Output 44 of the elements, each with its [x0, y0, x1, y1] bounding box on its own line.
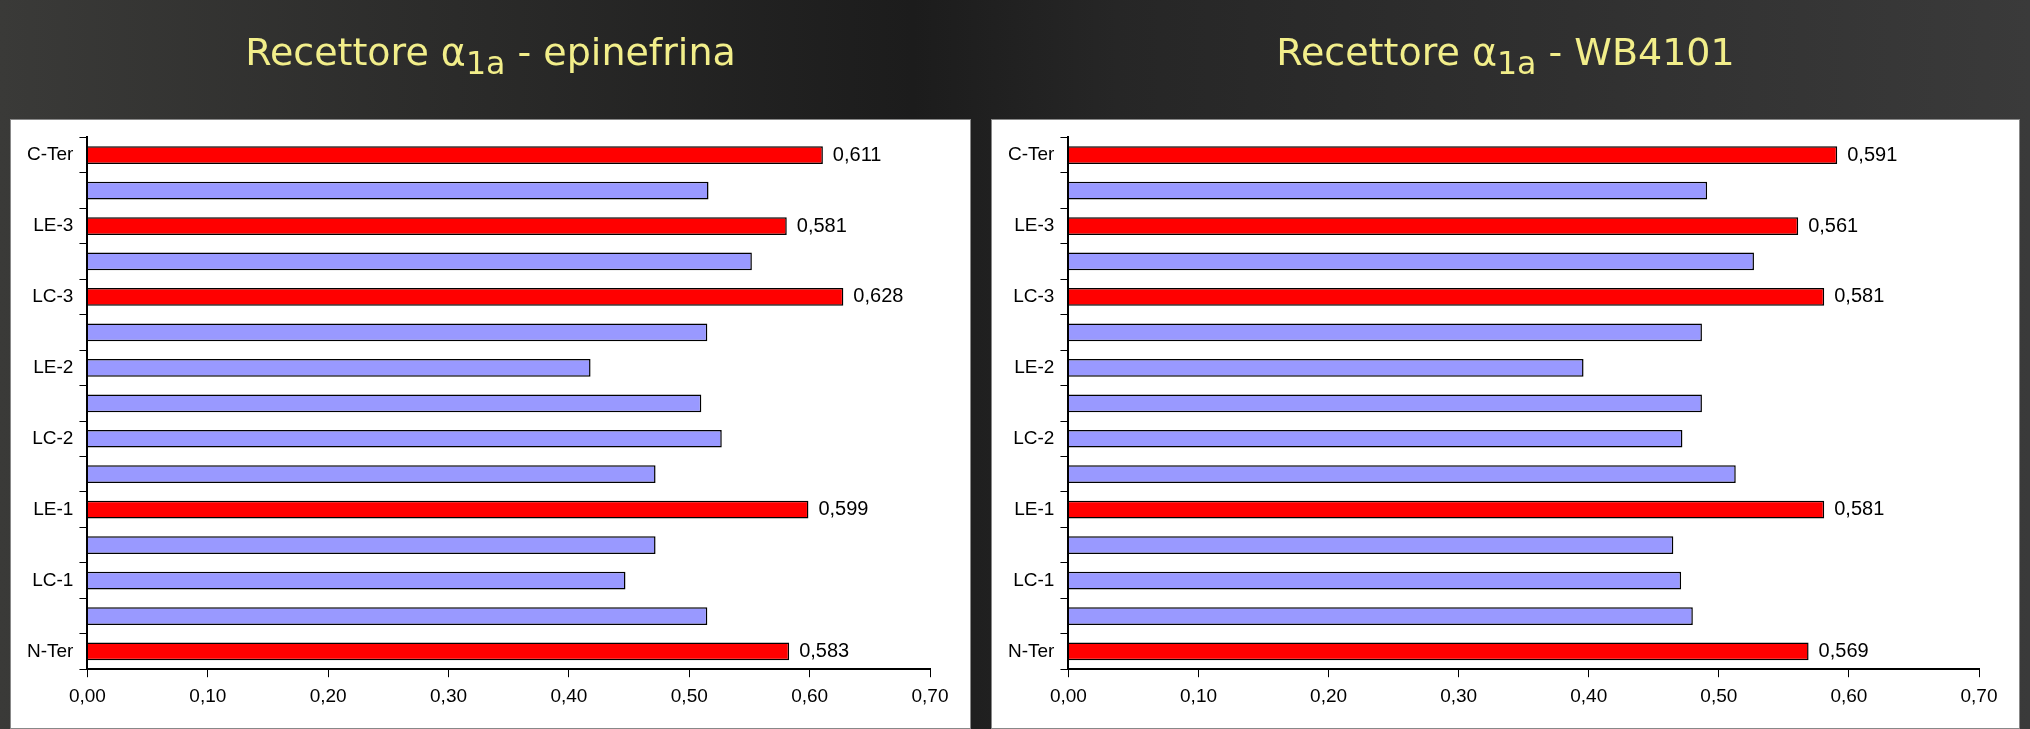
x-tick-label: 0,00	[1049, 684, 1087, 706]
x-tick-label: 0,20	[1310, 684, 1348, 706]
x-tick-label: 0,00	[68, 684, 106, 706]
x-tick-label: 0,40	[1570, 684, 1608, 706]
data-label: 0,583	[799, 638, 850, 661]
chart-title: Recettore α$_{1a}$ - epinefrina	[244, 30, 737, 81]
x-tick-label: 0,10	[1180, 684, 1218, 706]
y-tick-label: LC-2	[1013, 426, 1055, 448]
y-tick-label: LE-2	[1014, 356, 1055, 378]
x-tick-label: 0,50	[1700, 684, 1738, 706]
y-tick-label: LE-3	[33, 214, 74, 236]
data-label: 0,611	[832, 142, 882, 165]
x-tick-label: 0,50	[670, 684, 708, 706]
x-tick-label: 0,30	[430, 684, 468, 706]
x-tick-label: 0,10	[189, 684, 227, 706]
y-tick-label: N-Ter	[26, 639, 75, 661]
y-tick-label: N-Ter	[1007, 639, 1056, 661]
y-tick-label: LC-3	[32, 285, 74, 307]
data-label: 0,581	[796, 213, 847, 236]
x-tick-label: 0,60	[791, 684, 829, 706]
x-tick-label: 0,40	[550, 684, 588, 706]
y-tick-label: LC-3	[1013, 285, 1055, 307]
y-tick-label: LE-3	[1014, 214, 1055, 236]
data-label: 0,561	[1808, 213, 1859, 236]
y-tick-label: LE-2	[33, 356, 74, 378]
x-tick-label: 0,20	[309, 684, 347, 706]
y-tick-label: C-Ter	[1007, 143, 1056, 165]
chart-title: Recettore α$_{1a}$ - WB4101	[1275, 30, 1736, 81]
y-tick-label: LC-1	[1013, 568, 1055, 590]
data-label: 0,599	[818, 497, 869, 520]
data-label: 0,628	[853, 284, 904, 307]
data-label: 0,569	[1818, 638, 1869, 661]
x-tick-label: 0,70	[1960, 684, 1998, 706]
y-tick-label: LE-1	[1014, 497, 1055, 519]
y-tick-label: LC-2	[32, 426, 74, 448]
y-tick-label: LC-1	[32, 568, 74, 590]
x-tick-label: 0,70	[911, 684, 949, 706]
y-tick-label: LE-1	[33, 497, 74, 519]
x-tick-label: 0,60	[1830, 684, 1868, 706]
data-label: 0,581	[1834, 284, 1885, 307]
data-label: 0,591	[1847, 142, 1898, 165]
x-tick-label: 0,30	[1440, 684, 1478, 706]
y-tick-label: C-Ter	[26, 143, 75, 165]
data-label: 0,581	[1834, 497, 1885, 520]
